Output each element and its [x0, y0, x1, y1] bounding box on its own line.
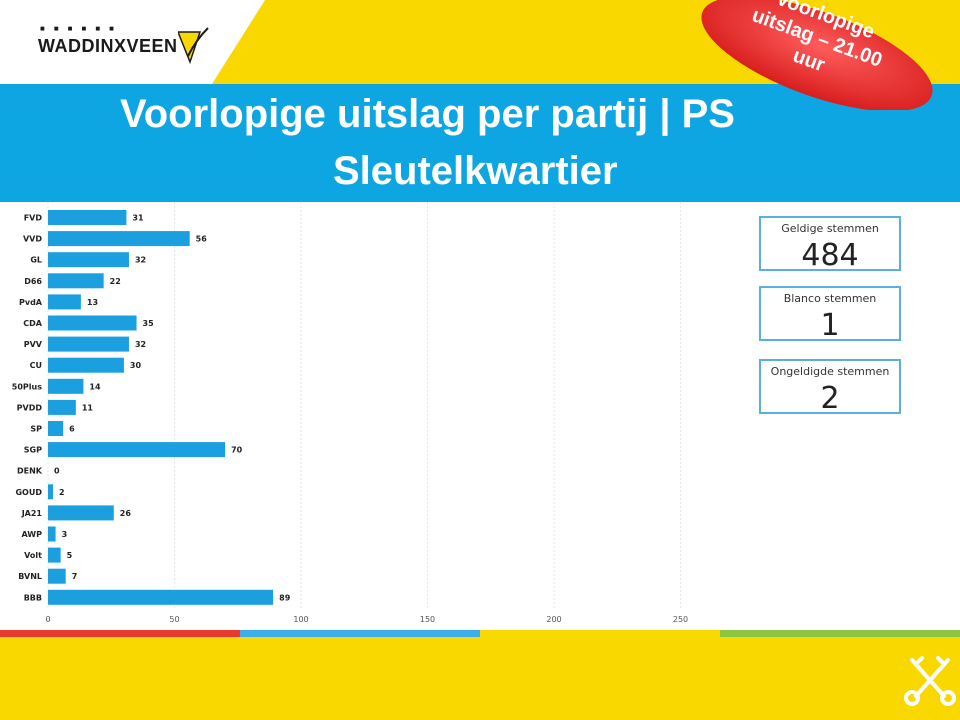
category-label: JA21 — [21, 509, 43, 518]
bar — [48, 210, 127, 225]
blank-votes-card: Blanco stemmen 1 — [759, 286, 901, 343]
data-label: 32 — [135, 256, 146, 265]
category-label: VVD — [23, 235, 42, 244]
bar — [48, 526, 56, 542]
category-label: GOUD — [15, 488, 42, 497]
title-band — [0, 84, 960, 202]
stripe-blue — [240, 630, 480, 637]
x-tick-label: 250 — [673, 615, 688, 624]
crossed-keys-icon — [904, 656, 956, 706]
category-label: GL — [30, 256, 42, 265]
data-label: 3 — [62, 530, 68, 539]
category-label: PVDD — [17, 403, 43, 412]
data-label: 35 — [143, 319, 155, 328]
bar — [48, 399, 76, 415]
data-label: 70 — [231, 446, 243, 455]
data-label: 30 — [130, 361, 142, 370]
invalid-votes-card: Ongeldigde stemmen 2 — [759, 359, 901, 416]
valid-votes-value: 484 — [801, 238, 859, 273]
data-label: 32 — [135, 340, 146, 349]
logo-text: WADDINXVEEN — [38, 36, 178, 56]
bar — [48, 568, 66, 584]
category-label: PvdA — [19, 298, 43, 307]
bar — [48, 378, 84, 394]
data-label: 26 — [120, 509, 132, 518]
data-label: 89 — [279, 593, 291, 602]
bar — [48, 273, 104, 289]
category-label: SP — [30, 425, 42, 434]
page-subtitle: Sleutelkwartier — [333, 149, 618, 193]
x-tick-label: 100 — [293, 615, 308, 624]
logo-emblem-icon — [178, 27, 209, 65]
category-label: CU — [30, 361, 42, 370]
stripe-red — [0, 630, 240, 637]
page-title: Voorlopige uitslag per partij | PS — [120, 92, 735, 136]
x-tick-label: 0 — [45, 615, 50, 624]
data-label: 0 — [54, 467, 60, 476]
bar — [48, 231, 190, 247]
bar — [48, 315, 137, 331]
data-label: 7 — [72, 572, 78, 581]
category-label: Volt — [24, 551, 42, 560]
bar — [48, 336, 129, 352]
category-label: PVV — [24, 340, 43, 349]
x-tick-label: 150 — [420, 615, 435, 624]
category-label: SGP — [24, 446, 42, 455]
bar — [48, 294, 81, 310]
category-label: D66 — [24, 277, 42, 286]
x-tick-label: 50 — [169, 615, 179, 624]
bar — [48, 357, 124, 373]
bar-chart: 050100150200250300FVD31VVD56GL32D6622Pvd… — [12, 202, 688, 624]
blank-votes-label: Blanco stemmen — [783, 292, 877, 305]
data-label: 2 — [59, 488, 65, 497]
data-label: 11 — [82, 403, 94, 412]
category-label: BVNL — [18, 572, 42, 581]
waddinxveen-logo: ■■■■■■ WADDINXVEEN — [38, 22, 218, 70]
stripe-green — [720, 630, 960, 637]
bar — [48, 484, 54, 500]
bar — [48, 421, 64, 436]
color-stripe — [0, 630, 960, 637]
data-label: 22 — [110, 277, 121, 286]
data-label: 14 — [89, 382, 101, 391]
valid-votes-label: Geldige stemmen — [781, 222, 879, 235]
category-label: FVD — [24, 214, 43, 223]
category-label: CDA — [23, 319, 43, 328]
data-label: 31 — [132, 214, 144, 223]
bar — [48, 442, 226, 458]
invalid-votes-value: 2 — [820, 381, 840, 416]
valid-votes-card: Geldige stemmen 484 — [759, 216, 901, 273]
x-tick-label: 200 — [546, 615, 561, 624]
bar — [48, 589, 274, 605]
category-label: 50Plus — [12, 382, 42, 391]
data-label: 5 — [67, 551, 73, 560]
data-label: 13 — [87, 298, 98, 307]
bar — [48, 505, 114, 521]
preliminary-badge — [701, 0, 933, 110]
data-label: 6 — [69, 425, 75, 434]
invalid-votes-label: Ongeldigde stemmen — [770, 365, 890, 378]
blank-votes-value: 1 — [820, 308, 840, 343]
data-label: 56 — [196, 235, 208, 244]
header-background — [0, 0, 265, 84]
category-label: AWP — [21, 530, 42, 539]
bar — [48, 547, 61, 563]
category-label: DENK — [17, 467, 43, 476]
logo-dots: ■■■■■■ — [40, 24, 123, 33]
stripe-yellow — [480, 630, 720, 637]
bar — [48, 252, 129, 268]
category-label: BBB — [24, 593, 42, 602]
chart-panel — [0, 202, 960, 630]
